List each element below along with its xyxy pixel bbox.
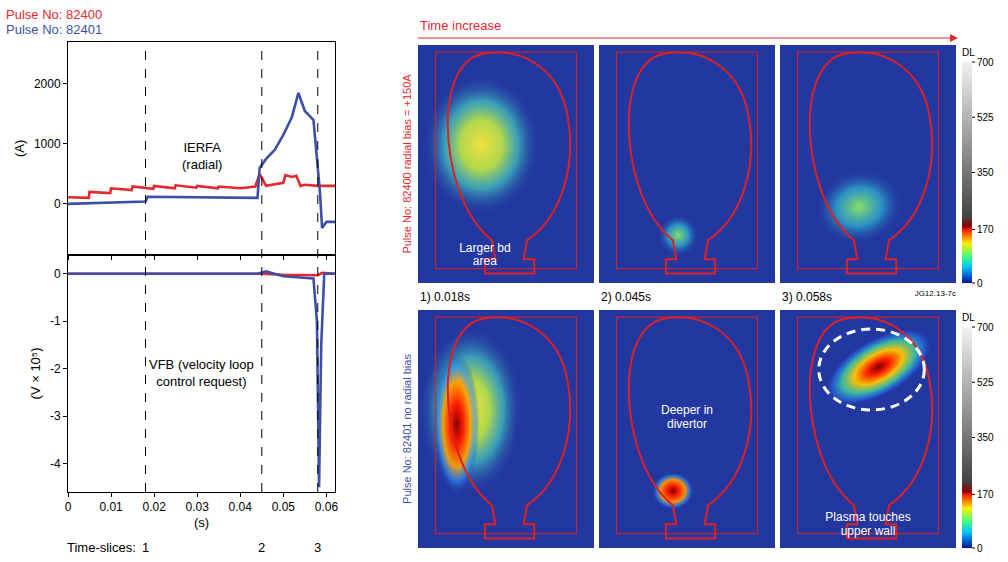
svg-text:0.02: 0.02 (142, 500, 166, 514)
svg-text:170: 170 (977, 224, 994, 235)
svg-text:Time increase: Time increase (420, 18, 501, 33)
svg-text:0.01: 0.01 (99, 500, 123, 514)
svg-text:(A): (A) (12, 140, 27, 157)
svg-text:-2: -2 (50, 362, 61, 376)
svg-text:1000: 1000 (34, 137, 61, 151)
svg-text:Time-slices:: Time-slices: (67, 540, 136, 555)
svg-text:JG12.13-7c: JG12.13-7c (915, 289, 956, 298)
svg-text:Pulse No: 82400: Pulse No: 82400 (6, 7, 102, 22)
svg-text:1) 0.018s: 1) 0.018s (420, 290, 470, 304)
svg-text:0: 0 (65, 500, 72, 514)
svg-text:525: 525 (977, 377, 994, 388)
svg-text:DL: DL (962, 47, 975, 58)
svg-text:1: 1 (142, 540, 149, 555)
svg-text:0: 0 (54, 267, 61, 281)
svg-text:IERFA(radial): IERFA(radial) (182, 140, 222, 172)
svg-text:(s): (s) (194, 515, 209, 530)
svg-text:2) 0.045s: 2) 0.045s (601, 290, 651, 304)
svg-text:0: 0 (977, 543, 983, 554)
svg-text:Pulse No: 82401 no radial bias: Pulse No: 82401 no radial bias (401, 354, 413, 504)
svg-text:170: 170 (977, 489, 994, 500)
svg-text:350: 350 (977, 167, 994, 178)
svg-text:700: 700 (977, 322, 994, 333)
svg-text:525: 525 (977, 112, 994, 123)
svg-text:Plasma touchesupper wall: Plasma touchesupper wall (825, 510, 910, 538)
svg-text:0.03: 0.03 (186, 500, 210, 514)
svg-text:3: 3 (314, 540, 321, 555)
svg-text:Pulse No: 82400 radial bias =: Pulse No: 82400 radial bias = +150A (401, 74, 413, 254)
svg-text:2000: 2000 (34, 77, 61, 91)
svg-text:-4: -4 (50, 457, 61, 471)
svg-text:0: 0 (54, 197, 61, 211)
svg-text:DL: DL (962, 312, 975, 323)
svg-text:Deeper indivertor: Deeper indivertor (661, 403, 713, 431)
svg-text:0: 0 (977, 278, 983, 289)
svg-text:VFB (velocity loopcontrol requ: VFB (velocity loopcontrol request) (149, 357, 254, 389)
svg-text:700: 700 (977, 57, 994, 68)
svg-text:2: 2 (258, 540, 265, 555)
svg-text:0.06: 0.06 (315, 500, 339, 514)
svg-text:3) 0.058s: 3) 0.058s (782, 290, 832, 304)
svg-text:Larger bdarea: Larger bdarea (459, 241, 510, 269)
svg-text:-1: -1 (50, 314, 61, 328)
svg-text:Pulse No: 82401: Pulse No: 82401 (6, 22, 102, 37)
svg-text:-3: -3 (50, 409, 61, 423)
svg-text:0.04: 0.04 (229, 500, 253, 514)
svg-text:0.05: 0.05 (272, 500, 296, 514)
svg-text:(V × 10⁵): (V × 10⁵) (28, 347, 43, 399)
svg-text:350: 350 (977, 432, 994, 443)
